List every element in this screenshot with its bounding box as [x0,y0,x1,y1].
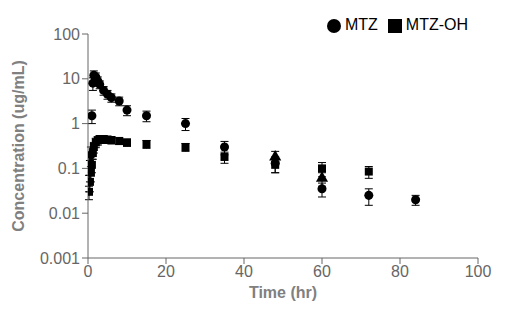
svg-text:0: 0 [84,263,93,280]
svg-text:Concentration (ug/mL): Concentration (ug/mL) [10,60,27,232]
svg-text:100: 100 [53,26,80,43]
svg-text:10: 10 [62,70,80,87]
svg-text:20: 20 [157,263,175,280]
html-text:MTZ: MTZ [344,16,378,33]
svg-text:0.01: 0.01 [49,205,80,222]
svg-text:60: 60 [313,263,331,280]
svg-text:100: 100 [465,263,492,280]
svg-text:Time (hr): Time (hr) [249,284,317,301]
svg-text:1: 1 [71,115,80,132]
svg-text:0.1: 0.1 [58,160,80,177]
html-text:MTZ-OH: MTZ-OH [405,16,468,33]
svg-text:80: 80 [391,263,409,280]
svg-text:0.001: 0.001 [40,250,80,267]
svg-text:40: 40 [235,263,253,280]
